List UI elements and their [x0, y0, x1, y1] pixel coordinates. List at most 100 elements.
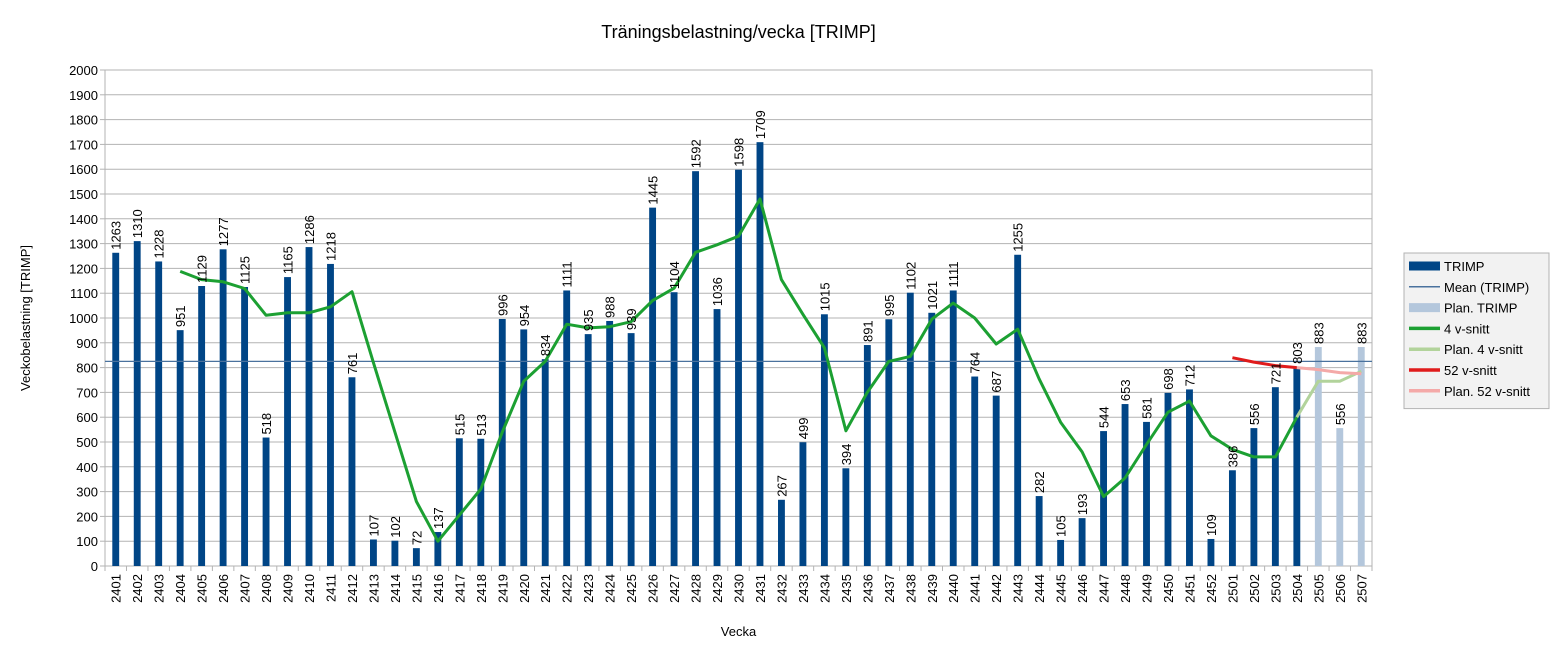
- bar-data-label: 951: [173, 305, 188, 327]
- bar-data-label: 515: [452, 414, 467, 436]
- trimp-bar: [198, 286, 206, 566]
- x-tick-label: 2452: [1204, 574, 1219, 603]
- y-tick-label: 1500: [69, 187, 98, 202]
- x-tick-label: 2402: [130, 574, 145, 603]
- y-axis-label: Veckobelastning [TRIMP]: [18, 245, 33, 391]
- x-tick-label: 2441: [968, 574, 983, 603]
- y-tick-label: 1300: [69, 237, 98, 252]
- trimp-bar: [735, 169, 742, 567]
- x-tick-label: 2451: [1182, 574, 1197, 603]
- trimp-bar: [541, 359, 549, 566]
- trimp-bar: [1014, 254, 1022, 566]
- bar-data-label: 1709: [753, 110, 768, 139]
- x-tick-label: 2506: [1333, 574, 1348, 603]
- x-tick-label: 2413: [366, 574, 381, 603]
- trimp-bar: [1100, 431, 1108, 566]
- bar-data-label: 72: [409, 531, 424, 545]
- bar-data-label: 1286: [302, 215, 317, 244]
- y-tick-label: 900: [76, 336, 98, 351]
- x-tick-label: 2434: [817, 574, 832, 603]
- x-tick-label: 2405: [195, 574, 210, 603]
- x-tick-label: 2420: [517, 574, 532, 603]
- trimp-bar: [1186, 389, 1193, 566]
- trimp-bar: [219, 249, 227, 566]
- x-tick-label: 2427: [667, 574, 682, 603]
- trimp-bar: [992, 395, 1000, 566]
- bar-data-label: 834: [538, 334, 553, 356]
- x-tick-label: 2438: [903, 574, 918, 603]
- 52-v-snitt-line: [1232, 356, 1297, 370]
- y-tick-label: 500: [76, 435, 98, 450]
- y-tick-label: 1000: [69, 311, 98, 326]
- bar-data-label: 698: [1161, 368, 1176, 390]
- x-tick-label: 2406: [216, 574, 231, 603]
- bar-data-label: 653: [1118, 379, 1133, 401]
- y-tick-label: 1400: [69, 212, 98, 227]
- trimp-bar: [649, 207, 657, 566]
- x-tick-label: 2445: [1054, 574, 1069, 603]
- bar-data-label: 1036: [710, 277, 725, 306]
- x-tick-label: 2449: [1140, 574, 1155, 603]
- y-tick-label: 300: [76, 485, 98, 500]
- x-tick-label: 2425: [624, 574, 639, 603]
- bar-data-label: 556: [1333, 403, 1348, 425]
- trimp-bar: [606, 320, 614, 566]
- bar-data-label: 1218: [323, 232, 338, 261]
- trimp-bar: [1207, 538, 1215, 566]
- trimp-bar: [348, 377, 356, 566]
- trimp-bar: [799, 442, 807, 566]
- bar-data-label: 1104: [667, 261, 682, 289]
- y-tick-label: 600: [76, 410, 98, 425]
- trimp-bar: [1121, 404, 1129, 566]
- x-tick-label: 2430: [732, 574, 747, 603]
- bar-data-label: 581: [1140, 397, 1155, 419]
- bar-data-label: 556: [1247, 403, 1262, 425]
- x-tick-label: 2433: [796, 574, 811, 603]
- x-tick-label: 2504: [1290, 574, 1305, 603]
- trimp-bar: [928, 312, 936, 566]
- bar-data-label: 1228: [152, 230, 167, 259]
- x-tick-label: 2450: [1161, 574, 1176, 603]
- bar-data-label: 764: [968, 352, 983, 374]
- x-tick-label: 2412: [345, 574, 360, 603]
- bar-data-label: 1277: [216, 217, 231, 246]
- x-tick-label: 2448: [1118, 574, 1133, 603]
- trimp-bar: [563, 290, 571, 566]
- trimp-bar: [1164, 392, 1172, 566]
- x-tick-label: 2436: [860, 574, 875, 603]
- bar-data-label: 996: [495, 294, 510, 316]
- legend-item-label: Plan. TRIMP: [1444, 301, 1517, 316]
- x-axis-label: Vecka: [721, 624, 757, 639]
- x-tick-label: 2404: [173, 574, 188, 603]
- x-tick-label: 2417: [452, 574, 467, 603]
- bar-data-label: 193: [1075, 493, 1090, 515]
- bar-data-label: 891: [860, 320, 875, 342]
- y-tick-label: 1200: [69, 261, 98, 276]
- trimp-bar: [412, 548, 420, 566]
- trimp-bar: [949, 290, 957, 566]
- x-tick-label: 2431: [753, 574, 768, 603]
- bar-data-label: 282: [1032, 471, 1047, 493]
- bar-data-label: 1111: [560, 261, 575, 287]
- x-tick-label: 2401: [109, 574, 124, 603]
- y-tick-label: 800: [76, 361, 98, 376]
- x-tick-label: 2407: [238, 574, 253, 603]
- x-tick-label: 2429: [710, 574, 725, 603]
- plan-52-v-snitt-line: [1296, 366, 1362, 376]
- y-tick-label: 1900: [69, 88, 98, 103]
- trimp-bar: [1271, 387, 1279, 566]
- bar-data-label: 386: [1225, 446, 1240, 468]
- bar-data-label: 107: [366, 515, 381, 537]
- y-tick-label: 100: [76, 534, 98, 549]
- x-tick-label: 2442: [989, 574, 1004, 603]
- trimp-bar: [971, 376, 979, 566]
- x-tick-label: 2403: [152, 574, 167, 603]
- bar-data-label: 1255: [1011, 223, 1026, 252]
- trimp-bar: [155, 261, 163, 566]
- 4-v-snitt-line: [179, 197, 1299, 543]
- bar-data-label: 883: [1311, 322, 1326, 344]
- y-tick-label: 1700: [69, 137, 98, 152]
- bar-data-label: 1310: [130, 209, 145, 238]
